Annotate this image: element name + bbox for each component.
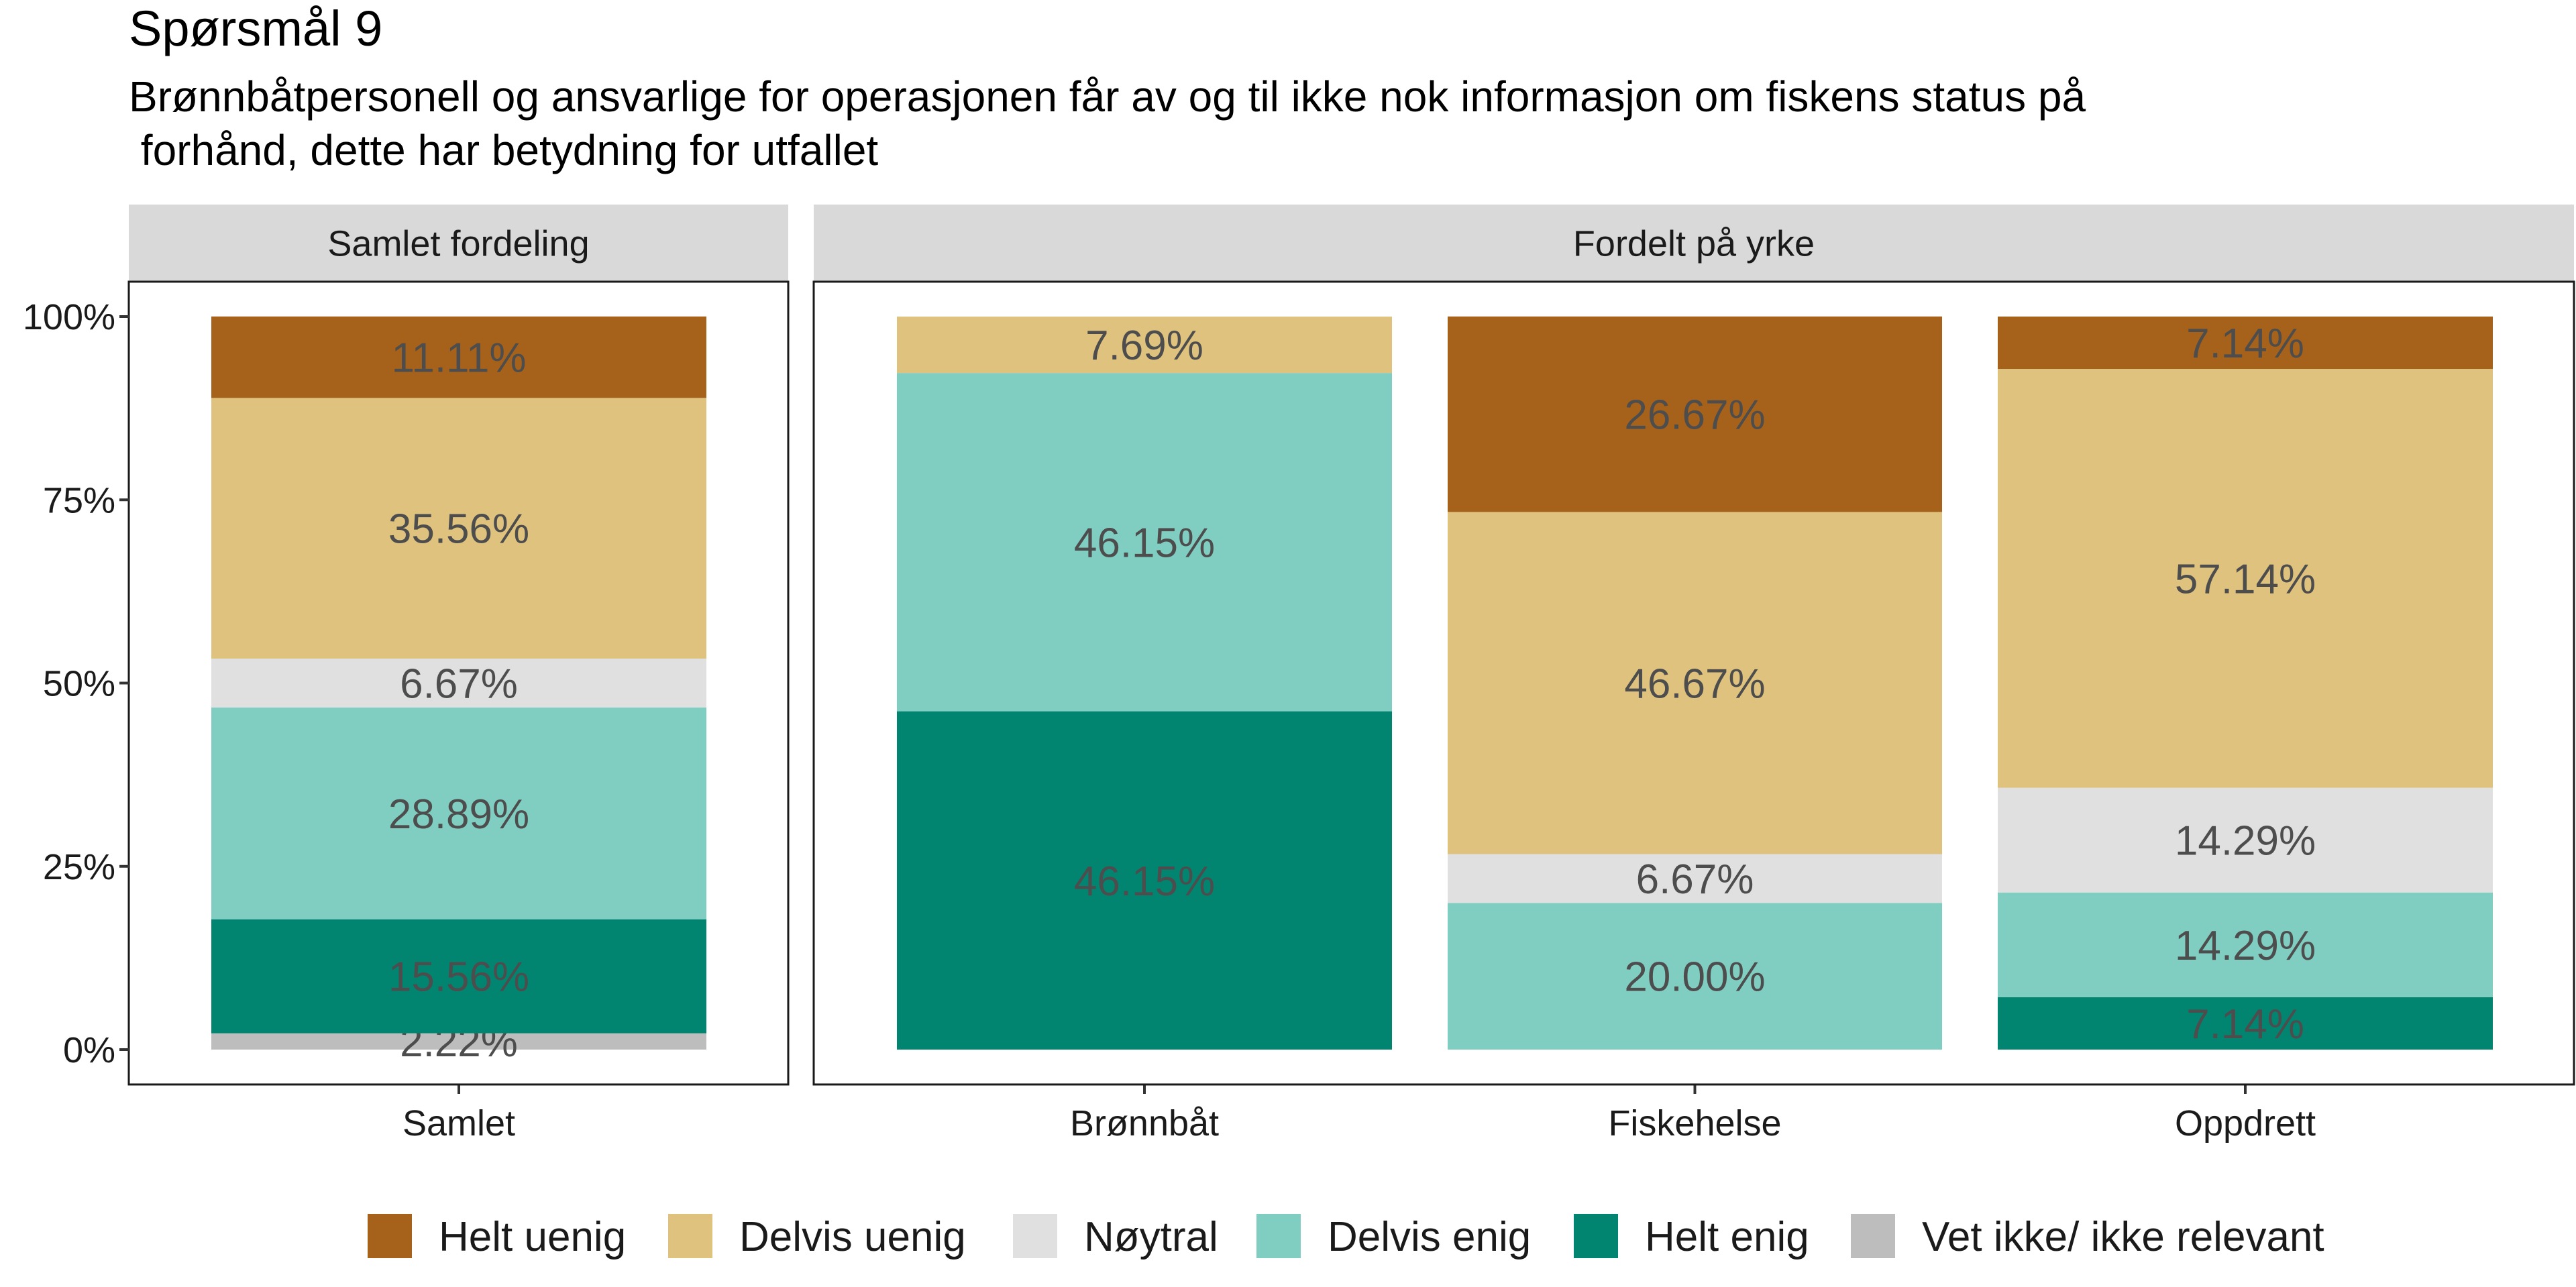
data-label: 20.00% xyxy=(1624,954,1765,1001)
panel-border xyxy=(812,280,2575,1086)
bar-segment xyxy=(1998,369,2493,788)
legend-key xyxy=(1256,1214,1301,1258)
x-tick-label: Fiskehelse xyxy=(1608,1103,1781,1143)
data-label: 15.56% xyxy=(388,954,529,1001)
bar-segment xyxy=(1448,316,1942,512)
legend-label: Helt enig xyxy=(1645,1214,1809,1260)
bar-segment xyxy=(211,1033,706,1050)
legend-label: Vet ikke/ ikke relevant xyxy=(1922,1214,2324,1260)
data-label: 35.56% xyxy=(388,506,529,553)
bar-segment xyxy=(211,707,706,919)
x-tick-label: Samlet xyxy=(402,1103,515,1143)
facet-strip-label: Samlet fordeling xyxy=(327,224,589,264)
data-label: 46.15% xyxy=(1074,858,1215,905)
data-label: 14.29% xyxy=(2175,923,2316,969)
y-tick-label: 75% xyxy=(43,480,115,520)
legend-key xyxy=(368,1214,412,1258)
y-tick-label: 50% xyxy=(43,664,115,704)
bar-segment xyxy=(897,317,1392,374)
bar-segment xyxy=(1998,997,2493,1050)
data-label: 28.89% xyxy=(388,791,529,838)
facet-strip xyxy=(814,205,2574,282)
data-label: 6.67% xyxy=(400,661,518,707)
bar-segment xyxy=(1448,512,1942,854)
legend-label: Nøytral xyxy=(1084,1214,1218,1260)
legend-key xyxy=(668,1214,712,1258)
bar-segment xyxy=(1998,787,2493,893)
x-tick-label: Brønnbåt xyxy=(1070,1103,1219,1143)
data-label: 7.14% xyxy=(2186,321,2304,367)
data-label: 6.67% xyxy=(1636,856,1754,903)
data-label: 46.67% xyxy=(1624,661,1765,707)
bar-segment xyxy=(1998,892,2493,997)
legend-key xyxy=(1574,1214,1618,1258)
bar-segment xyxy=(897,711,1392,1050)
facet-strip xyxy=(129,205,788,282)
legend-label: Delvis enig xyxy=(1328,1214,1531,1260)
data-label: 26.67% xyxy=(1624,392,1765,439)
data-label: 57.14% xyxy=(2175,556,2316,602)
bar-segment xyxy=(211,919,706,1033)
y-tick-label: 100% xyxy=(23,297,115,337)
legend-key xyxy=(1851,1214,1895,1258)
x-tick-label: Oppdrett xyxy=(2175,1103,2316,1143)
y-tick-label: 0% xyxy=(63,1030,115,1070)
legend-key xyxy=(1013,1214,1057,1258)
data-label: 46.15% xyxy=(1074,520,1215,566)
bar-segment xyxy=(1998,317,2493,370)
data-label: 14.29% xyxy=(2175,818,2316,864)
bar-segment xyxy=(211,316,706,398)
bar-segment xyxy=(897,373,1392,712)
facet-strip-label: Fordelt på yrke xyxy=(1573,224,1815,264)
bar-segment xyxy=(1448,854,1942,903)
y-tick-label: 25% xyxy=(43,847,115,887)
legend-label: Delvis uenig xyxy=(739,1214,966,1260)
legend-label: Helt uenig xyxy=(439,1214,626,1260)
chart-title: Spørsmål 9 xyxy=(129,1,383,56)
data-label: 7.69% xyxy=(1085,323,1203,369)
bar-segment xyxy=(1448,903,1942,1050)
data-label: 11.11% xyxy=(391,335,526,382)
bar-segment xyxy=(211,398,706,659)
data-label: 7.14% xyxy=(2186,1001,2304,1048)
bar-segment xyxy=(211,658,706,708)
chart-subtitle: Brønnbåtpersonell og ansvarlige for oper… xyxy=(129,72,2086,174)
